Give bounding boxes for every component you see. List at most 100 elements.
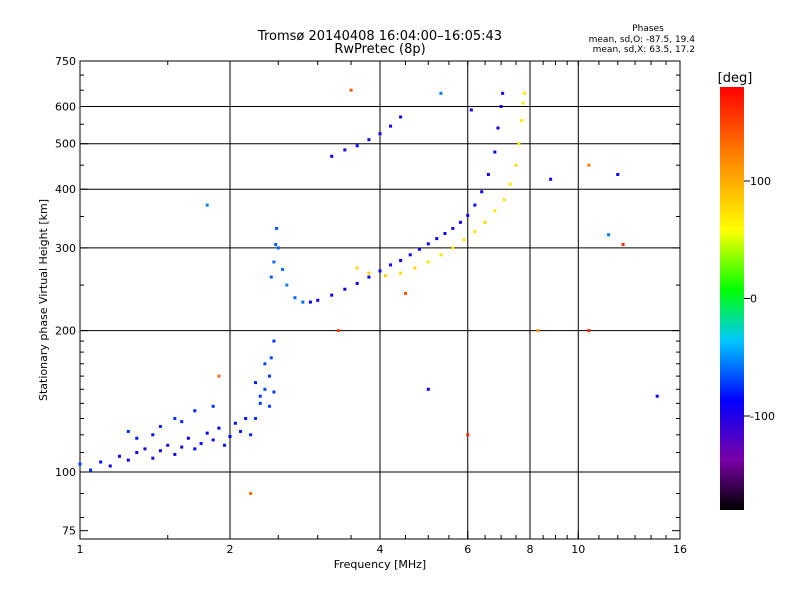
data-point [389,124,393,128]
data-point [439,91,443,95]
data-point [173,452,177,456]
data-point [89,468,93,472]
data-point [211,404,215,408]
data-point [426,260,430,264]
data-point [378,132,382,136]
data-point [135,436,139,440]
data-point [469,108,473,112]
data-point [499,105,503,109]
data-point [272,339,276,343]
data-point [451,246,455,250]
y-tick-label: 200 [55,325,76,338]
data-point [281,267,285,271]
data-point [355,281,359,285]
grid-lines [80,61,680,539]
data-point [275,226,279,230]
data-point [399,271,403,275]
data-point [272,390,276,394]
data-point [173,416,177,420]
data-point [466,433,470,437]
data-point [493,150,497,154]
y-tick-label: 75 [62,525,76,538]
data-point [389,263,393,267]
data-point [239,429,243,433]
data-point [417,247,421,251]
data-point [616,172,620,176]
data-point [443,231,447,235]
data-point [253,381,257,385]
data-point [343,148,347,152]
data-point [523,91,527,95]
data-point [166,443,170,447]
data-point [108,464,112,468]
x-tick-label: 2 [227,543,234,556]
x-tick-label: 16 [673,543,687,556]
colorbar-tick-label: -100 [750,410,775,423]
data-point [486,172,490,176]
data-point [269,275,273,279]
phases-x-line: mean, sd,X: 63.5, 17.2 [593,45,695,55]
data-point [193,409,197,413]
data-point [258,401,262,405]
data-point [493,209,497,213]
data-point [135,451,139,455]
chart-subtitle: RwPretec (8p) [334,42,425,57]
data-point [426,242,430,246]
data-point [607,233,611,237]
data-point [143,447,147,451]
data-point [473,230,477,234]
data-point [383,274,387,278]
data-point [466,213,470,217]
data-point [269,356,273,360]
data-point [355,144,359,148]
data-point [293,296,297,300]
y-tick-label: 600 [55,101,76,114]
y-axis-label: Stationary phase Virtual Height [km] [37,199,50,401]
data-point [263,362,267,366]
data-point [263,387,267,391]
data-point [496,126,500,130]
data-point [267,404,271,408]
data-point [199,441,203,445]
data-point [301,300,305,304]
colorbar-ticks: 100 0 -100 [744,175,775,423]
data-point [462,238,466,242]
data-point [343,287,347,291]
data-point [549,177,553,181]
colorbar [720,87,744,510]
data-point [126,458,130,462]
data-point [508,182,512,186]
data-point [316,298,320,302]
y-axis-ticks: 75 100 200 300 400 500 600 750 [55,55,680,538]
x-tick-label: 8 [527,543,534,556]
data-point [330,154,334,158]
data-points [78,88,659,495]
data-point [186,436,190,440]
x-tick-label: 1 [77,543,84,556]
data-point [451,226,455,230]
data-point [367,271,371,275]
data-point [483,220,487,224]
data-point [367,275,371,279]
data-point [517,142,521,146]
data-point [285,283,289,287]
data-point [126,429,130,433]
data-point [249,491,253,495]
data-point [408,253,412,257]
data-point [151,456,155,460]
data-point [205,203,209,207]
phases-heading: Phases [632,24,664,34]
data-point [399,115,403,119]
phases-o-line: mean, sd,O: -87.5, 19.4 [589,35,696,45]
data-point [378,269,382,273]
data-point [439,253,443,257]
x-tick-label: 4 [377,543,384,556]
data-point [349,88,353,92]
data-point [458,220,462,224]
colorbar-tick-label: 100 [750,175,771,188]
x-tick-label: 10 [571,543,585,556]
chart-title: Tromsø 20140408 16:04:00–16:05:43 [257,29,502,44]
data-point [244,416,248,420]
data-point [228,435,232,439]
